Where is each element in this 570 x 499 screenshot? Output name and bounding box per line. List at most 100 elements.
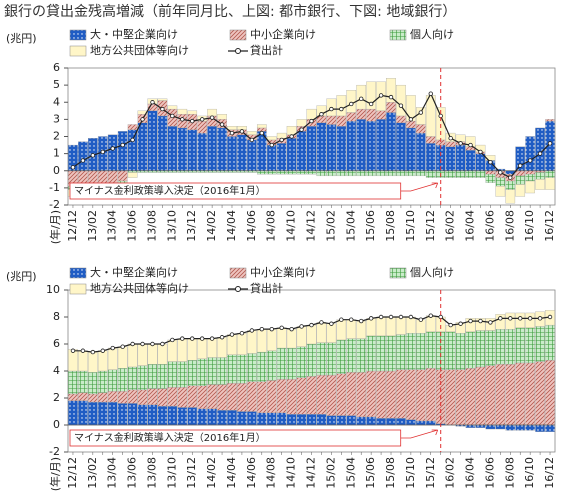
bar-segment (117, 391, 128, 404)
bar-segment (545, 170, 555, 178)
y-tick-label: 2 (53, 391, 60, 404)
bar-segment (376, 370, 386, 419)
x-tick-label: 16/12 (543, 457, 556, 489)
y-tick-label: 6 (53, 337, 60, 350)
y-tick-label: 0 (53, 418, 60, 431)
bar-segment (336, 319, 347, 341)
line-marker (120, 344, 125, 349)
bar-segment (326, 323, 337, 343)
bar-segment (425, 315, 436, 332)
x-tick-label: 13/12 (185, 457, 198, 489)
line-marker (508, 316, 513, 321)
bar-segment (386, 112, 396, 171)
bar-segment (475, 318, 486, 331)
bar-segment (68, 370, 78, 395)
x-tick-label: 13/04 (106, 457, 119, 489)
bar-segment (525, 180, 535, 194)
legend-swatch (389, 29, 407, 41)
line-marker (358, 96, 364, 102)
bar-segment (266, 144, 277, 171)
bar-segment (78, 141, 88, 171)
y-tick-label: 4 (53, 95, 60, 108)
line-marker (120, 142, 125, 148)
bar-segment (356, 170, 367, 177)
bar-segment (406, 316, 416, 334)
line-marker (498, 316, 503, 321)
bar-segment (545, 119, 555, 122)
bar-segment (227, 354, 237, 384)
line-marker (259, 326, 265, 332)
bar-segment (177, 387, 188, 408)
bar-segment (177, 361, 188, 388)
bar-segment (127, 172, 138, 178)
x-tick-label: 14/08 (265, 210, 278, 242)
line-marker (339, 106, 344, 112)
x-tick-label: 13/02 (86, 457, 99, 489)
bar-segment (97, 370, 108, 393)
bar-segment (505, 424, 516, 431)
bar-segment (386, 78, 396, 103)
bar-segment (525, 362, 535, 426)
bar-segment (78, 400, 88, 426)
bar-segment (376, 170, 386, 177)
bar-segment (396, 316, 406, 335)
bar-segment (256, 381, 267, 413)
bar-segment (495, 314, 506, 330)
bar-segment (505, 364, 516, 426)
bar-segment (386, 370, 396, 419)
bar-segment (475, 366, 486, 426)
line-marker (319, 112, 324, 117)
annotation-arrow (400, 429, 439, 439)
bar-segment (197, 132, 207, 171)
bar-segment (445, 369, 456, 426)
bar-segment (336, 115, 347, 127)
bar-segment (535, 326, 545, 362)
bar-segment (207, 108, 217, 117)
bar-segment (256, 351, 267, 382)
bar-segment (465, 318, 476, 333)
bar-segment (366, 120, 376, 171)
y-tick-label: 8 (53, 310, 60, 323)
bar-segment (445, 170, 456, 178)
line-marker (488, 159, 493, 165)
bar-segment (177, 127, 188, 171)
line-marker (70, 165, 76, 170)
x-tick-label: 15/04 (344, 210, 357, 242)
bar-segment (416, 369, 426, 422)
bar-segment (197, 120, 207, 134)
bar-segment (306, 324, 317, 345)
line-marker (160, 341, 165, 347)
bar-segment (425, 368, 436, 422)
bar-segment (88, 393, 98, 403)
y-tick-label: 4 (53, 364, 60, 377)
bar-segment (316, 374, 327, 415)
line-marker (110, 345, 115, 351)
bar-segment (495, 328, 506, 365)
line-marker (249, 137, 255, 143)
bar-segment (406, 127, 416, 171)
bar-segment (306, 126, 317, 171)
legend-swatch (69, 29, 87, 41)
bar-segment (475, 330, 486, 368)
bar-segment (117, 346, 128, 369)
x-tick-label: 14/06 (245, 210, 258, 242)
line-marker (100, 149, 105, 155)
x-tick-label: 14/10 (285, 457, 298, 489)
bar-segment (306, 376, 317, 415)
bar-segment (406, 369, 416, 420)
bar-segment (296, 326, 307, 347)
bar-segment (97, 392, 108, 403)
line-marker (110, 146, 115, 151)
bar-segment (366, 335, 376, 372)
bar-segment (396, 334, 406, 370)
legend-marker (235, 286, 241, 292)
bar-segment (545, 177, 555, 190)
bar-segment (545, 424, 555, 432)
bar-segment (177, 108, 188, 115)
line-marker (279, 137, 284, 143)
bar-segment (505, 180, 516, 190)
bar-segment (535, 179, 545, 190)
x-tick-label: 15/04 (344, 457, 357, 489)
x-tick-label: 15/12 (424, 210, 437, 242)
bar-segment (167, 405, 178, 426)
